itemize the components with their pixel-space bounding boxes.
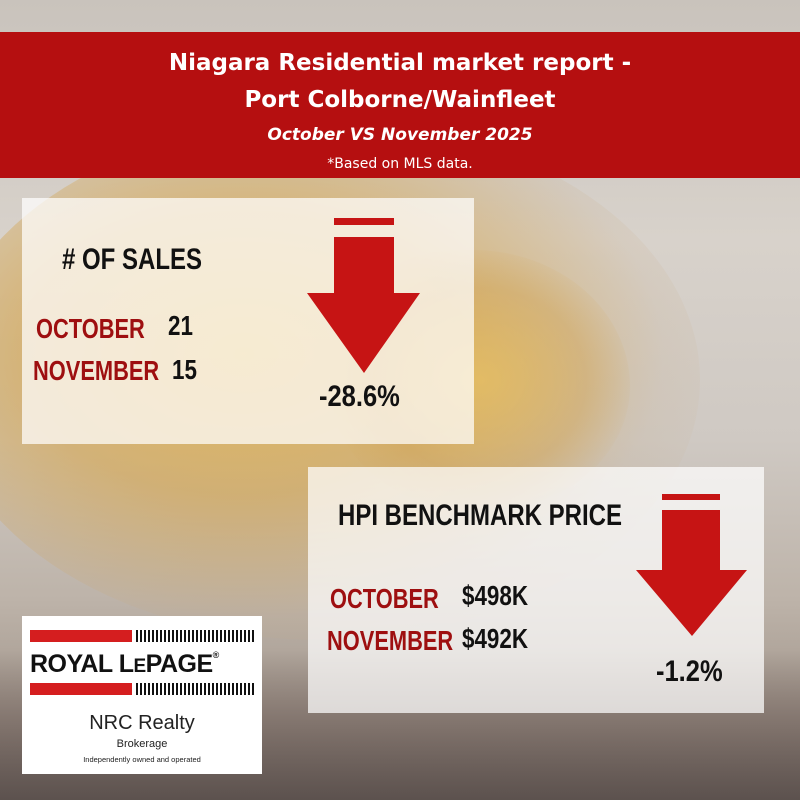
sales-november-value: 15 [172, 354, 197, 385]
logo-red-bar-bottom [30, 683, 132, 695]
royal-lepage-logo: ROYAL LEPAGE® NRC Realty Brokerage Indep… [22, 616, 262, 774]
sales-november-label: NOVEMBER [33, 355, 160, 386]
independence-tagline: Independently owned and operated [83, 755, 201, 764]
logo-wordmark: ROYAL LEPAGE® [30, 650, 219, 678]
hpi-change-percent: -1.2% [656, 655, 723, 688]
report-header: Niagara Residential market report - Port… [0, 32, 800, 178]
hpi-november-value: $492K [462, 623, 529, 654]
sales-change-percent: -28.6% [319, 380, 400, 413]
hpi-november-label: NOVEMBER [327, 625, 454, 656]
data-source-note: *Based on MLS data. [327, 156, 473, 172]
sales-heading: # OF SALES [62, 243, 203, 276]
hpi-down-arrow-icon [636, 494, 747, 636]
report-title-line2: Port Colborne/Wainfleet [244, 87, 556, 113]
office-name: NRC Realty [89, 712, 195, 734]
hpi-october-value: $498K [462, 580, 529, 611]
hpi-heading: HPI BENCHMARK PRICE [338, 499, 623, 532]
sales-october-value: 21 [168, 310, 193, 341]
report-period: October VS November 2025 [267, 125, 533, 145]
sales-october-label: OCTOBER [36, 313, 145, 344]
sales-down-arrow-icon [307, 218, 420, 373]
logo-stripes-top [136, 630, 254, 642]
logo-stripes-bottom [136, 683, 254, 695]
office-type: Brokerage [116, 738, 168, 750]
hpi-october-label: OCTOBER [330, 583, 439, 614]
logo-red-bar-top [30, 630, 132, 642]
report-title-line1: Niagara Residential market report - [168, 50, 632, 76]
